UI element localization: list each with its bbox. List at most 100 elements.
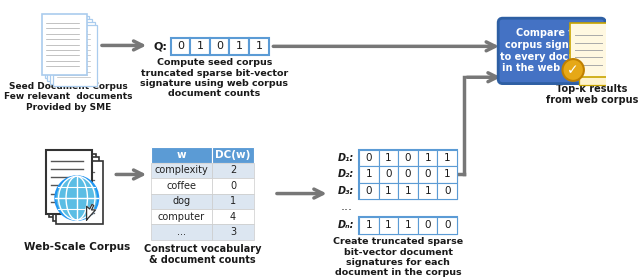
Bar xyxy=(45,150,92,214)
Text: 4: 4 xyxy=(230,212,236,222)
Text: w: w xyxy=(177,150,186,160)
Bar xyxy=(570,23,608,77)
Bar xyxy=(52,25,97,86)
Bar xyxy=(56,161,102,225)
Bar xyxy=(249,38,269,55)
Bar xyxy=(359,183,378,199)
Bar xyxy=(438,166,457,183)
Text: Q:: Q: xyxy=(154,41,168,51)
Bar xyxy=(359,150,378,166)
Text: D₁:: D₁: xyxy=(339,153,355,163)
Bar xyxy=(212,193,255,209)
Text: 0: 0 xyxy=(404,169,412,179)
Text: Dₙ:: Dₙ: xyxy=(338,220,355,230)
Bar xyxy=(573,25,611,80)
Circle shape xyxy=(563,59,584,81)
Bar xyxy=(398,150,418,166)
Bar xyxy=(438,150,457,166)
Text: coffee: coffee xyxy=(166,181,196,191)
Text: 0: 0 xyxy=(365,153,372,163)
Bar xyxy=(398,183,418,199)
Text: ✓: ✓ xyxy=(568,63,579,77)
Bar xyxy=(378,150,398,166)
Bar xyxy=(212,209,255,225)
Text: 3: 3 xyxy=(230,227,236,237)
Text: 0: 0 xyxy=(365,186,372,196)
Text: 0: 0 xyxy=(444,220,451,230)
Text: 1: 1 xyxy=(236,41,243,51)
Bar xyxy=(576,28,613,83)
Text: 1: 1 xyxy=(365,220,372,230)
Bar xyxy=(190,38,210,55)
Bar xyxy=(229,38,249,55)
Text: 1: 1 xyxy=(385,220,392,230)
Text: 1: 1 xyxy=(385,186,392,196)
Bar xyxy=(438,217,457,234)
Polygon shape xyxy=(86,204,95,220)
Text: 2: 2 xyxy=(230,165,236,175)
Bar xyxy=(45,16,89,78)
Text: 1: 1 xyxy=(404,186,412,196)
Bar xyxy=(359,166,378,183)
Bar xyxy=(151,209,212,225)
Text: Construct vocabulary
& document counts: Construct vocabulary & document counts xyxy=(144,244,261,265)
Bar xyxy=(579,31,616,85)
Text: Compare the
corpus signature
to every document
in the web corpus: Compare the corpus signature to every do… xyxy=(500,29,604,73)
Bar xyxy=(151,178,212,193)
Text: Top-k results
from web corpus: Top-k results from web corpus xyxy=(546,84,638,105)
Text: 0: 0 xyxy=(424,220,431,230)
Bar xyxy=(42,14,86,75)
Bar xyxy=(52,157,99,221)
Text: 1: 1 xyxy=(424,186,431,196)
Bar xyxy=(378,183,398,199)
Text: Web-Scale Corpus: Web-Scale Corpus xyxy=(24,242,130,252)
Text: 1: 1 xyxy=(444,169,451,179)
Text: 1: 1 xyxy=(230,196,236,206)
Text: computer: computer xyxy=(157,212,205,222)
Bar xyxy=(170,38,190,55)
Bar xyxy=(151,163,212,178)
Bar xyxy=(212,163,255,178)
Text: 1: 1 xyxy=(255,41,262,51)
Text: ...: ... xyxy=(177,227,186,237)
Text: 0: 0 xyxy=(230,181,236,191)
Bar xyxy=(378,217,398,234)
FancyBboxPatch shape xyxy=(498,18,605,84)
Bar xyxy=(151,225,212,240)
Text: Create truncated sparse
bit-vector document
signatures for each
document in the : Create truncated sparse bit-vector docum… xyxy=(333,237,463,277)
Bar xyxy=(359,217,378,234)
Circle shape xyxy=(55,176,98,220)
Bar xyxy=(438,183,457,199)
Text: 1: 1 xyxy=(444,153,451,163)
Text: 1: 1 xyxy=(424,153,431,163)
Bar xyxy=(378,166,398,183)
Text: 1: 1 xyxy=(365,169,372,179)
Bar xyxy=(210,38,229,55)
Text: 0: 0 xyxy=(424,169,431,179)
Text: D₃:: D₃: xyxy=(339,186,355,196)
Text: Seed Document Corpus
Few relevant  documents
Provided by SME: Seed Document Corpus Few relevant docume… xyxy=(4,82,133,112)
Text: D₂:: D₂: xyxy=(339,169,355,179)
Bar xyxy=(359,217,457,234)
Bar xyxy=(50,22,95,84)
Bar xyxy=(47,19,92,81)
Bar xyxy=(212,178,255,193)
Bar xyxy=(418,166,438,183)
Bar xyxy=(359,150,457,199)
Text: 0: 0 xyxy=(404,153,412,163)
Bar xyxy=(49,153,95,217)
Text: 0: 0 xyxy=(444,186,451,196)
Text: complexity: complexity xyxy=(154,165,208,175)
Text: ...: ... xyxy=(340,200,353,213)
Bar xyxy=(212,225,255,240)
Text: dog: dog xyxy=(172,196,190,206)
Bar xyxy=(151,147,212,163)
Bar xyxy=(418,217,438,234)
Bar xyxy=(418,150,438,166)
Text: 1: 1 xyxy=(385,153,392,163)
Text: DC(w): DC(w) xyxy=(215,150,251,160)
Bar xyxy=(398,217,418,234)
Bar xyxy=(398,166,418,183)
Text: 1: 1 xyxy=(404,220,412,230)
Bar xyxy=(212,147,255,163)
